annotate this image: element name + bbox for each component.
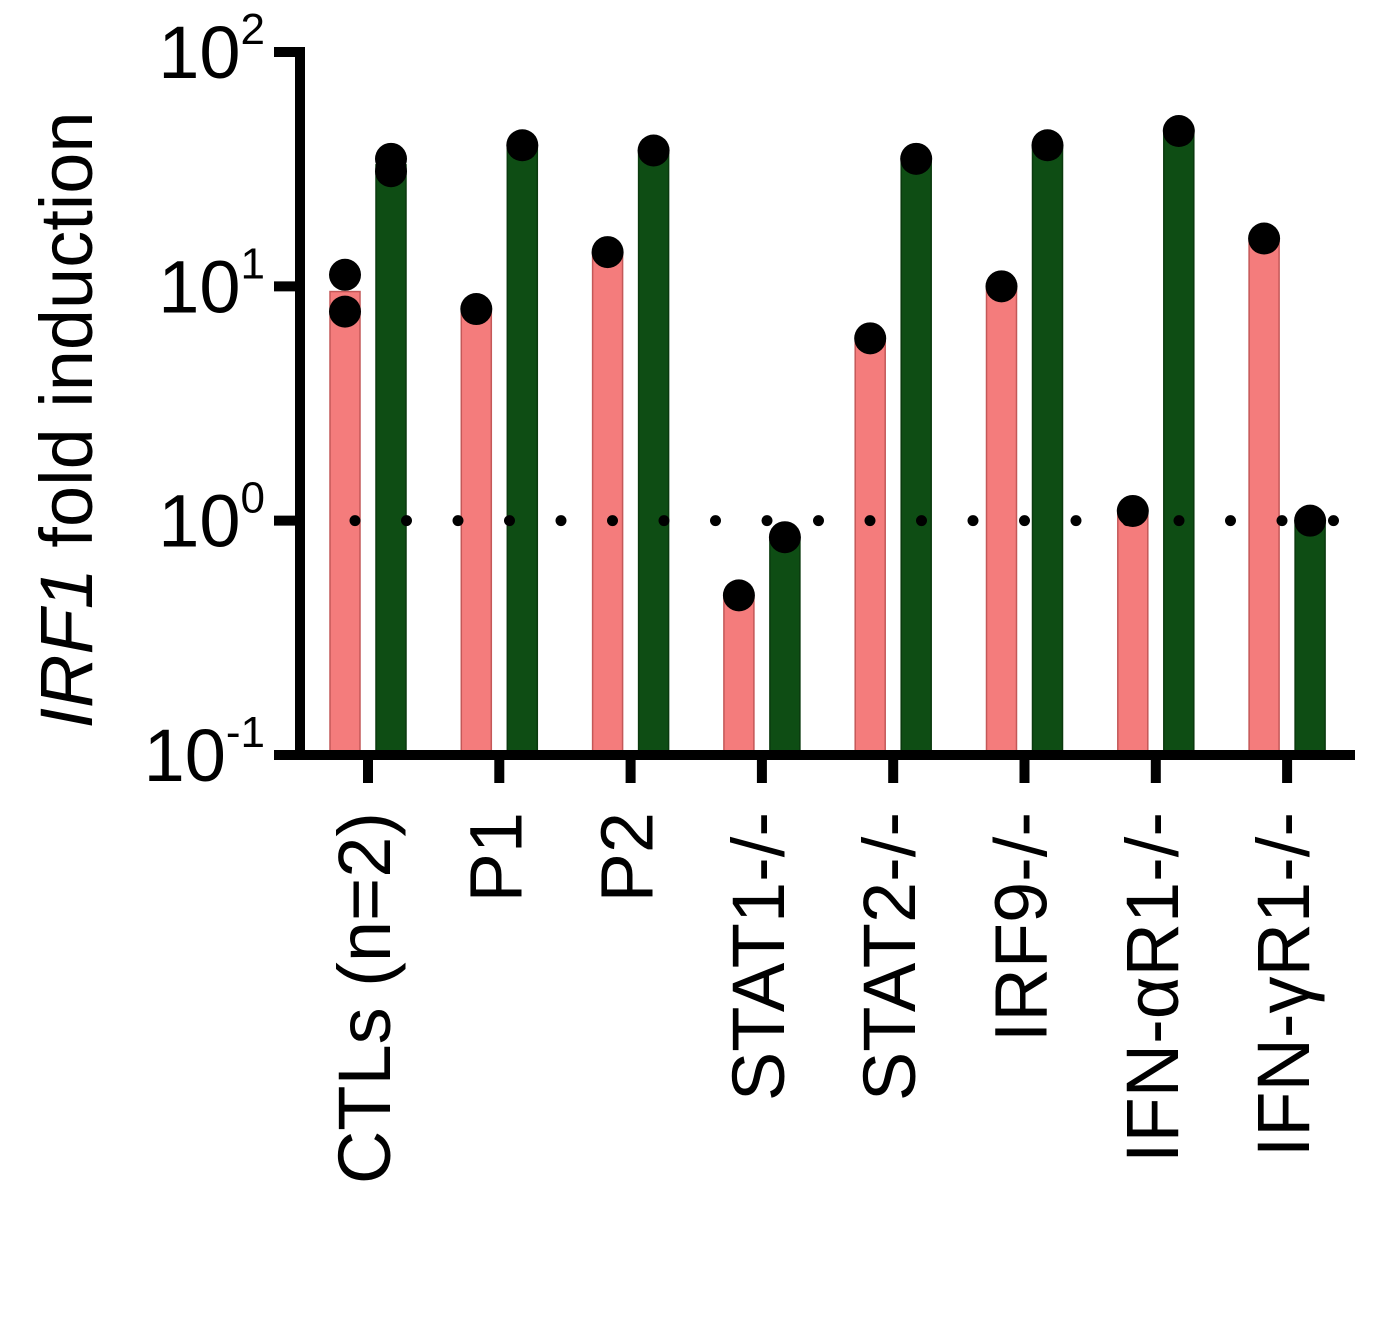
data-point-pink-2-0 <box>591 236 624 269</box>
data-point-green-7-0 <box>1294 504 1327 537</box>
bar-green-5 <box>1031 144 1064 756</box>
data-point-pink-1-0 <box>460 293 493 326</box>
y-tick-label-3: 102 <box>158 5 265 94</box>
y-tick-label-1: 100 <box>158 474 265 563</box>
y-tick-label-base: 10 <box>158 480 240 563</box>
data-point-pink-0-0 <box>329 258 361 291</box>
x-tick-label-4: STAT2-/- <box>848 812 931 1101</box>
bar-green-7 <box>1294 519 1326 756</box>
bar-pink-4 <box>854 337 886 756</box>
bar-pink-6 <box>1117 510 1149 756</box>
data-point-green-2-0 <box>637 134 670 167</box>
bar-green-4 <box>900 158 932 756</box>
data-point-pink-6-0 <box>1116 494 1149 527</box>
x-tick-label-2: P2 <box>586 812 669 903</box>
x-tick-label-3: STAT1-/- <box>717 812 800 1101</box>
bar-green-6 <box>1163 130 1195 756</box>
x-tick-label-6: IFN-αR1-/- <box>1111 812 1194 1163</box>
y-tick-label-exponent: 2 <box>241 5 265 54</box>
data-point-pink-3-0 <box>722 579 755 612</box>
bar-green-0 <box>375 164 407 756</box>
y-tick-label-exponent: -1 <box>226 708 265 757</box>
y-tick-label-base: 10 <box>158 245 240 328</box>
x-tick-labels: CTLs (n=2) P1 P2 STAT1-/- STAT2-/- IRF9-/- IFN… <box>323 812 1325 1184</box>
data-point-green-6-0 <box>1162 115 1195 148</box>
y-axis-label-gene: IRF1 <box>25 568 108 728</box>
data-point-pink-7-0 <box>1248 222 1281 255</box>
bar-pink-7 <box>1248 237 1280 756</box>
bar-pink-5 <box>985 285 1018 756</box>
x-tick-label-0: CTLs (n=2) <box>323 812 406 1184</box>
y-tick-label-2: 101 <box>158 239 265 328</box>
y-tick-label-base: 10 <box>158 11 240 94</box>
data-point-green-5-0 <box>1031 129 1064 162</box>
data-point-pink-5-0 <box>985 270 1018 303</box>
data-point-green-3-0 <box>768 521 801 554</box>
data-point-green-4-0 <box>900 142 933 175</box>
bar-pink-3 <box>723 594 755 756</box>
y-axis-label-text: fold induction <box>25 111 108 568</box>
bar-green-3 <box>769 536 801 756</box>
x-tick-label-7: IFN-γR1-/- <box>1242 812 1325 1157</box>
y-tick-label-base: 10 <box>144 714 226 797</box>
bars-layer <box>329 130 1326 756</box>
bar-pink-1 <box>460 308 493 756</box>
points-layer <box>329 115 1327 612</box>
bar-green-1 <box>506 144 539 756</box>
y-tick-label-exponent: 0 <box>241 474 265 523</box>
x-tick-label-5: IRF9-/- <box>980 812 1063 1042</box>
bar-green-2 <box>637 149 670 756</box>
bar-pink-2 <box>591 251 624 756</box>
y-axis-label: IRF1 fold induction <box>25 111 108 728</box>
x-tick-label-1: P1 <box>454 812 537 903</box>
data-point-pink-0-1 <box>329 295 361 328</box>
axes <box>274 47 1355 783</box>
data-point-green-0-1 <box>375 155 407 188</box>
data-point-green-1-0 <box>506 129 539 162</box>
y-tick-label-exponent: 1 <box>241 239 265 288</box>
data-point-pink-4-0 <box>854 322 887 355</box>
y-tick-label-0: 10-1 <box>144 708 265 797</box>
